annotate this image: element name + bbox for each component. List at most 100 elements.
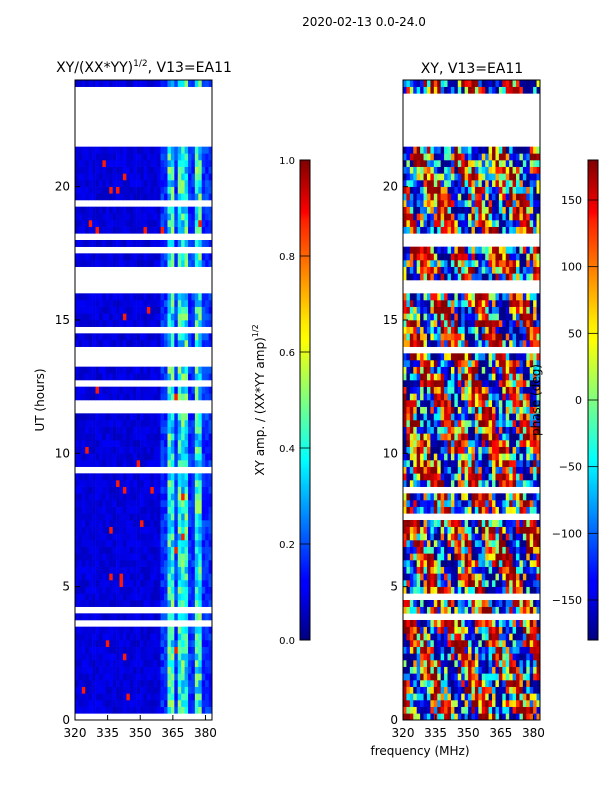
heatmap-cell xyxy=(194,300,199,307)
heatmap-cell xyxy=(164,440,168,447)
heatmap-cell xyxy=(505,620,510,627)
heatmap-cell xyxy=(529,660,534,667)
heatmap-cell xyxy=(488,426,493,434)
heatmap-cell xyxy=(170,486,175,494)
heatmap-cell xyxy=(167,486,172,494)
heatmap-cell xyxy=(119,253,124,261)
heatmap-cell xyxy=(133,240,137,247)
heatmap-cell xyxy=(88,80,93,87)
y-tick-label: 20 xyxy=(55,180,70,194)
heatmap-cell xyxy=(126,173,131,181)
heatmap-cell xyxy=(92,473,96,481)
heatmap-cell xyxy=(416,526,421,534)
heatmap-cell xyxy=(444,440,448,447)
heatmap-cell xyxy=(143,573,148,581)
heatmap-cell xyxy=(140,500,144,507)
heatmap-cell xyxy=(78,600,83,607)
heatmap-cell xyxy=(112,226,117,234)
heatmap-cell xyxy=(464,393,469,401)
heatmap-cell xyxy=(481,700,486,707)
heatmap-cell xyxy=(78,260,83,267)
heatmap-cell xyxy=(447,646,452,654)
heatmap-cell xyxy=(519,540,524,547)
heatmap-cell xyxy=(181,633,185,641)
heatmap-cell xyxy=(122,153,127,161)
heatmap-cell xyxy=(126,593,131,601)
heatmap-cell xyxy=(140,300,144,307)
heatmap-cell xyxy=(519,626,524,634)
heatmap-cell xyxy=(164,220,168,227)
heatmap-cell xyxy=(102,160,107,167)
heatmap-cell xyxy=(78,646,83,654)
heatmap-cell xyxy=(512,660,517,667)
heatmap-cell xyxy=(191,186,196,194)
heatmap-cell xyxy=(153,393,158,401)
heatmap-cell xyxy=(150,693,155,701)
heatmap-cell xyxy=(116,206,120,214)
heatmap-cell xyxy=(191,653,196,661)
heatmap-cell xyxy=(502,586,507,594)
heatmap-cell xyxy=(529,440,534,447)
heatmap-cell xyxy=(512,480,517,487)
heatmap-cell xyxy=(533,413,537,421)
heatmap-cell xyxy=(126,520,131,527)
heatmap-cell xyxy=(143,426,148,434)
heatmap-cell xyxy=(116,686,120,694)
heatmap-cell xyxy=(420,320,424,327)
heatmap-cell xyxy=(485,640,489,647)
heatmap-cell xyxy=(181,560,185,567)
colorbar-tick-label: 1.0 xyxy=(279,156,295,167)
heatmap-cell xyxy=(119,640,124,647)
heatmap-cell xyxy=(409,666,414,674)
heatmap-cell xyxy=(188,460,192,467)
heatmap-cell xyxy=(122,413,127,421)
heatmap-cell xyxy=(461,660,465,667)
heatmap-cell xyxy=(512,520,517,527)
heatmap-cell xyxy=(78,173,83,181)
heatmap-cell xyxy=(502,453,507,461)
heatmap-cell xyxy=(88,300,93,307)
heatmap-cell xyxy=(201,453,206,461)
heatmap-cell xyxy=(481,653,486,661)
heatmap-cell xyxy=(129,666,134,674)
heatmap-cell xyxy=(201,366,206,374)
heatmap-cell xyxy=(98,633,103,641)
heatmap-cell xyxy=(133,193,137,201)
heatmap-cell xyxy=(81,566,86,574)
heatmap-cell xyxy=(420,606,424,614)
heatmap-cell xyxy=(430,553,435,561)
heatmap-cell xyxy=(492,506,496,514)
heatmap-cell xyxy=(85,586,89,594)
heatmap-cell xyxy=(116,706,120,714)
heatmap-cell xyxy=(188,433,192,441)
heatmap-cell xyxy=(160,413,165,421)
heatmap-cell xyxy=(464,540,469,547)
heatmap-cell xyxy=(474,633,479,641)
heatmap-cell xyxy=(140,646,144,654)
heatmap-cell xyxy=(112,146,117,154)
heatmap-cell xyxy=(146,660,151,667)
heatmap-cell xyxy=(526,520,531,527)
heatmap-cell xyxy=(109,453,113,461)
heatmap-cell xyxy=(146,586,151,594)
heatmap-cell xyxy=(129,693,134,701)
heatmap-cell xyxy=(109,593,113,601)
heatmap-cell xyxy=(201,700,206,707)
heatmap-cell xyxy=(519,400,524,407)
heatmap-cell xyxy=(430,466,435,474)
heatmap-cell xyxy=(433,566,438,574)
heatmap-cell xyxy=(522,340,527,347)
heatmap-cell xyxy=(167,146,172,154)
heatmap-cell xyxy=(92,700,96,707)
heatmap-cell xyxy=(198,706,203,714)
heatmap-cell xyxy=(160,386,165,394)
heatmap-cell xyxy=(450,573,455,581)
heatmap-cell xyxy=(136,546,141,554)
heatmap-cell xyxy=(198,586,203,594)
heatmap-cell xyxy=(122,673,127,681)
heatmap-cell xyxy=(464,386,469,394)
heatmap-cell xyxy=(122,220,127,227)
heatmap-cell xyxy=(119,260,124,267)
heatmap-cell xyxy=(498,420,503,427)
